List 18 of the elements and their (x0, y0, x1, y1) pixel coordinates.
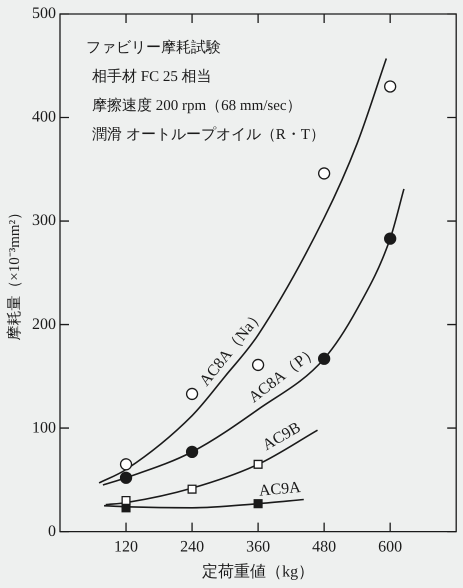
y-tick-label: 400 (32, 108, 56, 126)
y-tick-label: 200 (32, 316, 56, 333)
annotation: 潤滑 オートループオイル（R・T） (92, 126, 325, 143)
annotation: 摩擦速度 200 rpm（68 mm/sec） (92, 96, 302, 114)
x-tick-label: 600 (378, 538, 402, 556)
x-axis-title: 定荷重値（kg） (202, 562, 314, 581)
y-tick-label: 100 (32, 419, 56, 436)
y-tick-label: 0 (48, 522, 56, 540)
annotation: ファビリー摩耗試験 (86, 38, 221, 56)
annotation: 相手材 FC 25 相当 (92, 68, 212, 85)
x-tick-label: 360 (246, 538, 270, 556)
y-tick-label: 300 (32, 212, 56, 230)
y-tick-label: 500 (32, 5, 56, 22)
x-tick-label: 120 (114, 538, 138, 556)
y-axis-title: 摩耗量（×10⁻³mm²） (6, 204, 23, 341)
x-tick-label: 480 (312, 538, 336, 556)
x-tick-label: 240 (180, 538, 204, 556)
text: AC9A (258, 478, 302, 500)
